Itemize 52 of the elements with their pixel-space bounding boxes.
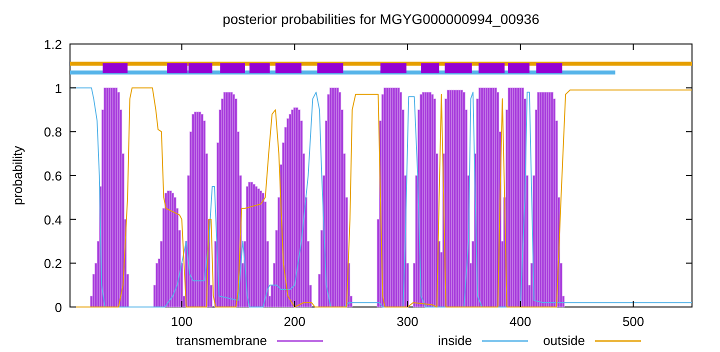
legend-label: inside xyxy=(438,333,472,348)
bar xyxy=(257,188,260,308)
bar xyxy=(192,114,194,308)
bar xyxy=(293,107,296,308)
bar xyxy=(298,110,300,308)
y-axis-title: probability xyxy=(10,145,25,206)
bar xyxy=(542,92,544,308)
bar xyxy=(112,88,116,308)
bar xyxy=(232,94,236,308)
bar xyxy=(397,88,400,308)
bar xyxy=(223,92,226,308)
bar xyxy=(485,88,488,308)
bar xyxy=(196,112,199,308)
bar xyxy=(462,92,466,308)
bar xyxy=(336,88,339,308)
y-tick-label: 0.2 xyxy=(44,256,62,272)
bar xyxy=(104,88,106,308)
bar xyxy=(384,88,386,308)
x-tick-label: 200 xyxy=(284,314,306,329)
bar xyxy=(537,92,540,308)
x-tick-label: 500 xyxy=(622,314,644,329)
bar xyxy=(490,88,492,308)
bar xyxy=(169,190,172,308)
y-tick-label: 1 xyxy=(54,80,62,96)
bar xyxy=(262,192,264,308)
bar xyxy=(508,88,510,308)
bar xyxy=(451,90,454,308)
bar xyxy=(248,182,251,308)
chart-title: posterior probabilities for MGYG000000994_00936 xyxy=(222,11,540,27)
bar xyxy=(456,90,459,308)
x-tick-label: 300 xyxy=(396,314,418,329)
y-tick-label: 1.2 xyxy=(44,37,62,52)
bar xyxy=(550,92,554,308)
x-tick-label: 400 xyxy=(510,314,532,329)
bar xyxy=(480,88,484,308)
y-tick-label: 0.8 xyxy=(44,124,62,140)
bar xyxy=(446,90,450,308)
y-tick-label: 0 xyxy=(54,300,62,315)
bar xyxy=(288,114,292,308)
bar xyxy=(458,90,461,308)
bar xyxy=(388,88,391,308)
legend-label: outside xyxy=(543,333,585,348)
y-tick-label: 0.4 xyxy=(44,212,62,228)
bar xyxy=(332,88,334,308)
bar xyxy=(252,184,256,308)
x-tick-label: 100 xyxy=(170,314,193,329)
legend-label: transmembrane xyxy=(176,333,267,348)
y-tick-label: 0.6 xyxy=(44,168,62,184)
bar xyxy=(546,92,549,308)
bar xyxy=(392,88,396,308)
bar xyxy=(108,88,111,308)
bar xyxy=(164,192,168,308)
